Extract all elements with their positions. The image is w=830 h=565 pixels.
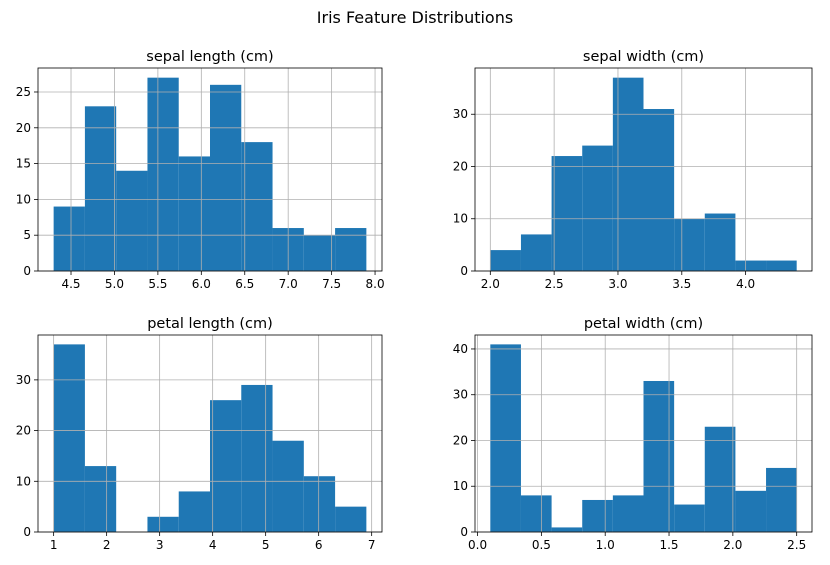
x-tick-label: 7.5 [322, 277, 341, 291]
histogram-bar [490, 344, 521, 532]
x-tick-label: 0.0 [468, 538, 487, 552]
histogram-bar [735, 260, 767, 271]
histogram-bar [147, 516, 179, 532]
y-tick-label: 10 [16, 474, 31, 488]
x-tick-label: 5.0 [105, 277, 124, 291]
y-tick-label: 15 [16, 157, 31, 171]
histogram-bar [178, 491, 210, 532]
x-tick-label: 2.5 [787, 538, 806, 552]
y-tick-label: 30 [16, 373, 31, 387]
histogram-bar [241, 384, 273, 532]
subplot-1: 4.5 5.0 5.5 6.0 6.5 7.0 7.5 8.0 0 5 10 15 20 25 sepal … [16, 49, 385, 291]
y-tick-label: 0 [460, 264, 468, 278]
histogram-bar [303, 235, 336, 271]
histogram-bar [210, 84, 242, 271]
histogram-bar [735, 490, 767, 532]
x-tick-label: 1.0 [596, 538, 615, 552]
x-tick-label: 6.5 [235, 277, 254, 291]
histogram-bar [674, 504, 705, 532]
histogram-bar [241, 142, 273, 271]
histogram-bar [704, 213, 736, 271]
x-tick-label: 7 [368, 538, 376, 552]
subplot-3: 1 2 3 4 5 6 7 0 10 20 30 petal length (cm) [16, 316, 383, 552]
histogram-bar [582, 145, 613, 271]
histogram-bar [335, 506, 367, 532]
x-tick-label: 3 [156, 538, 164, 552]
x-tick-label: 6.0 [192, 277, 211, 291]
histogram-bar [147, 77, 179, 272]
histogram-bar [303, 476, 336, 532]
x-tick-label: 1.5 [659, 538, 678, 552]
y-tick-label: 10 [16, 192, 31, 206]
subplot-title: petal length (cm) [147, 316, 273, 332]
histogram-bar [116, 170, 148, 271]
axes-frame [474, 334, 813, 533]
histogram-bar [84, 106, 117, 271]
subplot-4: 0.0 0.5 1.0 1.5 2.0 2.5 0 10 20 30 40 petal width (… [453, 316, 813, 552]
y-tick-label: 30 [453, 388, 468, 402]
x-tick-label: 5 [262, 538, 270, 552]
histogram-bar [53, 206, 85, 271]
histogram-bar [178, 156, 210, 271]
y-tick-label: 0 [23, 525, 31, 539]
x-tick-label: 6 [315, 538, 323, 552]
histogram-bar [674, 218, 705, 271]
x-tick-label: 4 [209, 538, 217, 552]
x-tick-label: 0.5 [532, 538, 551, 552]
x-tick-label: 4.0 [736, 277, 755, 291]
histogram-bar [520, 495, 552, 532]
y-tick-label: 0 [23, 264, 31, 278]
y-tick-label: 0 [460, 525, 468, 539]
y-tick-label: 5 [23, 228, 31, 242]
axes-frame [37, 334, 383, 533]
subplot-title: petal width (cm) [584, 316, 703, 332]
subplot-2: 2.0 2.5 3.0 3.5 4.0 0 10 20 30 sepal width (cm) [453, 49, 813, 291]
histogram-bar [643, 109, 675, 271]
histogram-bar [84, 466, 117, 532]
x-tick-label: 2.0 [723, 538, 742, 552]
histogram-bar [766, 260, 797, 271]
y-tick-label: 20 [453, 433, 468, 447]
subplot-title: sepal width (cm) [583, 49, 704, 65]
x-tick-label: 3.5 [672, 277, 691, 291]
y-tick-label: 10 [453, 479, 468, 493]
y-tick-label: 20 [16, 121, 31, 135]
x-tick-label: 7.0 [279, 277, 298, 291]
x-tick-label: 2.0 [481, 277, 500, 291]
histogram-bar [582, 499, 613, 532]
figure-title: Iris Feature Distributions [316, 8, 514, 27]
axes-frame [37, 67, 383, 272]
histogram-bar [704, 426, 736, 532]
subplot-title: sepal length (cm) [146, 49, 273, 65]
y-tick-label: 20 [16, 424, 31, 438]
x-tick-label: 2 [103, 538, 111, 552]
axes-frame [474, 67, 813, 272]
x-tick-label: 5.5 [148, 277, 167, 291]
x-tick-label: 8.0 [366, 277, 385, 291]
histogram-bar [551, 527, 583, 532]
histogram-bar [766, 467, 797, 532]
histogram-bar [53, 344, 85, 532]
x-tick-label: 3.0 [608, 277, 627, 291]
y-tick-label: 20 [453, 159, 468, 173]
histogram-bar [643, 380, 675, 532]
y-tick-label: 40 [453, 342, 468, 356]
histogram-bar [551, 156, 583, 271]
x-tick-label: 2.5 [545, 277, 564, 291]
histogram-bar [272, 440, 304, 532]
histogram-bar [520, 234, 552, 271]
histogram-bar [490, 250, 521, 271]
histogram-bar [612, 495, 644, 532]
histogram-bar [612, 77, 644, 272]
x-tick-label: 4.5 [61, 277, 80, 291]
x-tick-label: 1 [50, 538, 58, 552]
y-tick-label: 10 [453, 212, 468, 226]
y-tick-label: 25 [16, 85, 31, 99]
histogram-bar [335, 228, 367, 271]
y-tick-label: 30 [453, 107, 468, 121]
histogram-bar [210, 400, 242, 532]
